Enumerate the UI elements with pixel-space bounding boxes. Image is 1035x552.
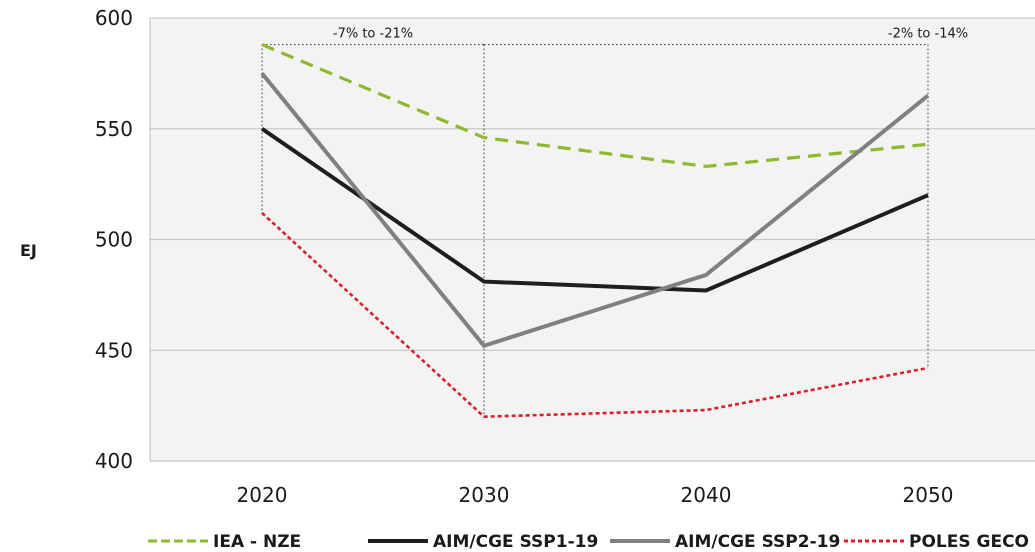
y-tick-label: 450 bbox=[95, 338, 133, 362]
annotation-label: -7% to -21% bbox=[333, 27, 413, 42]
y-tick-label: 500 bbox=[95, 228, 133, 252]
annotation-label: -2% to -14% bbox=[888, 27, 968, 42]
y-tick-label: 550 bbox=[95, 117, 133, 141]
series-line bbox=[261, 43, 929, 169]
y-axis-ticks: 400 450 500 550 600 bbox=[95, 6, 133, 473]
legend-label: IEA - NZE bbox=[213, 532, 301, 552]
legend: IEA - NZE AIM/CGE SSP1-19 AIM/CGE SSP2-19 P… bbox=[148, 532, 1029, 552]
series-lines bbox=[260, 43, 930, 419]
series-line bbox=[261, 211, 929, 419]
series-line bbox=[260, 127, 929, 293]
legend-label: POLES GECO bbox=[909, 532, 1029, 552]
x-tick-label: 2050 bbox=[903, 483, 954, 507]
y-axis-label: EJ bbox=[20, 241, 37, 260]
y-tick-label: 400 bbox=[95, 449, 133, 473]
y-tick-label: 600 bbox=[95, 6, 133, 30]
x-axis-ticks: 2020 2030 2040 2050 bbox=[237, 483, 954, 507]
legend-label: AIM/CGE SSP1-19 bbox=[433, 532, 598, 552]
legend-label: AIM/CGE SSP2-19 bbox=[675, 532, 840, 552]
grid-lines bbox=[149, 17, 1035, 462]
x-tick-label: 2040 bbox=[681, 483, 732, 507]
series-line bbox=[260, 72, 930, 349]
x-tick-label: 2030 bbox=[459, 483, 510, 507]
x-tick-label: 2020 bbox=[237, 483, 288, 507]
